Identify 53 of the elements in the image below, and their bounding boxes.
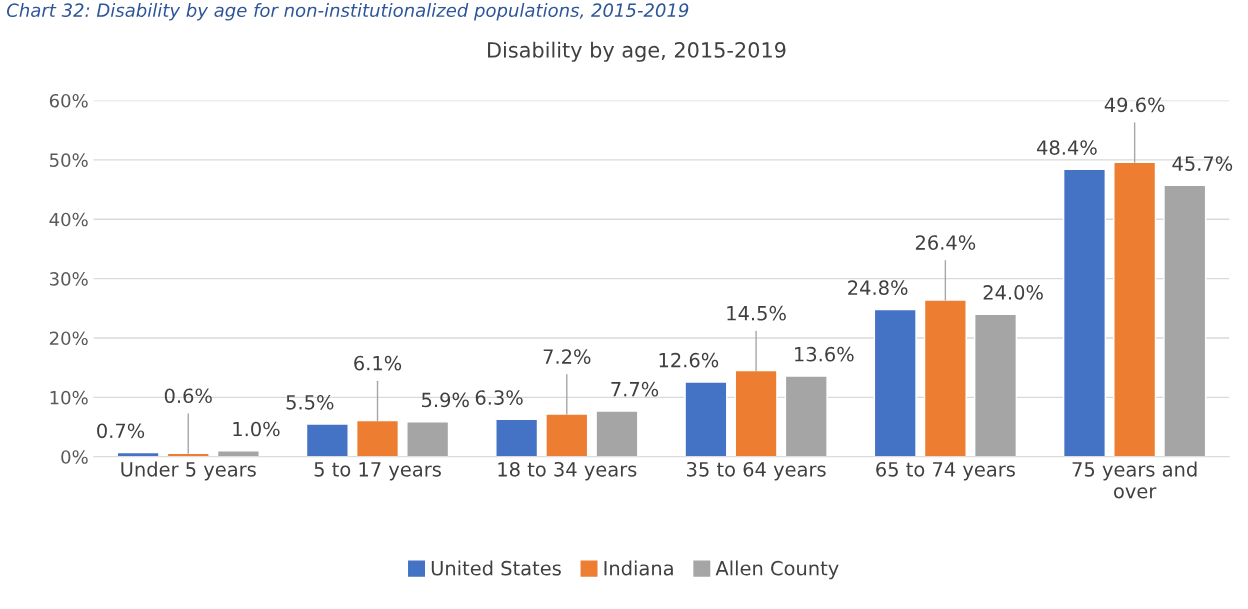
x-tick-label: 35 to 64 years [687, 461, 826, 481]
bar [974, 313, 1018, 457]
chart-title: Disability by age, 2015-2019 [488, 41, 786, 62]
data-label: 45.7% [1172, 156, 1233, 171]
bar [684, 381, 728, 457]
data-label: 7.7% [611, 381, 659, 397]
data-label: 12.6% [659, 352, 719, 368]
x-tick-label: 18 to 34 years [498, 461, 637, 481]
bar [1163, 184, 1207, 457]
x-tick-label: Under 5 years [121, 461, 256, 481]
bar [1113, 161, 1157, 457]
data-label: 6.3% [475, 390, 523, 405]
legend-label: Indiana [604, 560, 673, 576]
bar [923, 299, 967, 457]
bar [873, 308, 917, 457]
bar [1062, 168, 1106, 457]
bar [734, 369, 778, 457]
bar [166, 452, 210, 457]
data-label: 6.1% [354, 355, 402, 371]
y-tick-label: 60% [49, 93, 88, 108]
data-label: 5.5% [286, 394, 334, 410]
bar [495, 418, 539, 457]
x-tick-label: 65 to 74 years [876, 461, 1015, 481]
bar [356, 419, 400, 457]
y-tick-label: 20% [49, 331, 88, 346]
legend-label: Allen County [715, 560, 839, 580]
bar [784, 375, 828, 457]
data-label: 0.7% [97, 423, 145, 439]
y-tick-label: 30% [49, 272, 88, 286]
data-label: 24.8% [848, 280, 908, 296]
data-label: 26.4% [915, 235, 976, 250]
x-tick-label: 75 years and over [1072, 461, 1197, 499]
y-tick-label: 40% [49, 212, 88, 227]
bar [545, 413, 589, 457]
y-tick-label: 0% [61, 450, 88, 464]
data-label: 48.4% [1036, 140, 1097, 155]
y-tick-label: 50% [50, 153, 88, 167]
data-label: 49.6% [1104, 97, 1165, 113]
x-tick-label: 5 to 17 years [314, 462, 441, 481]
bar [595, 410, 639, 457]
bar [216, 450, 260, 457]
data-label: 24.0% [983, 285, 1043, 300]
data-label: 1.0% [233, 421, 280, 437]
bar [305, 423, 349, 457]
data-label: 7.2% [543, 349, 591, 364]
bar [406, 421, 450, 457]
y-tick-label: 10% [50, 390, 88, 405]
caption: Chart 32: Disability by age for non-institutionalized populations, 2015-2019 [7, 3, 689, 21]
data-label: 0.6% [164, 388, 212, 404]
data-label: 5.9% [422, 392, 469, 408]
legend-label: United States [431, 560, 561, 576]
data-label: 13.6% [795, 346, 854, 362]
data-label: 14.5% [727, 305, 786, 321]
